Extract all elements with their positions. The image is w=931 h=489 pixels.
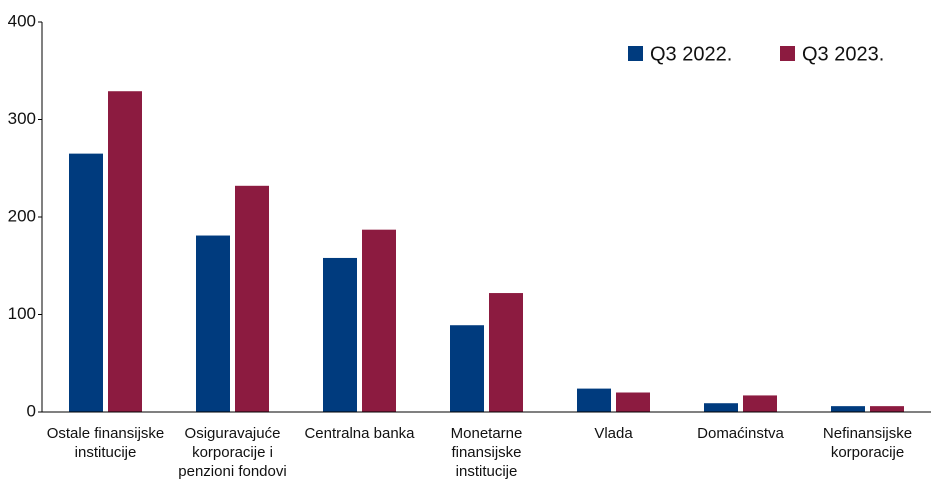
- y-tick-label: 400: [8, 11, 36, 30]
- bar: [489, 293, 523, 412]
- x-tick-label: Vlada: [594, 425, 633, 442]
- bar: [323, 257, 357, 412]
- legend-swatch: [628, 46, 643, 61]
- bar: [450, 325, 484, 412]
- y-tick-label: 100: [8, 304, 36, 323]
- y-tick-label: 300: [8, 109, 36, 128]
- x-tick-label: Monetarne finansijske institucije: [450, 425, 523, 480]
- bar: [196, 235, 230, 412]
- y-tick-label: 200: [8, 206, 36, 225]
- x-tick-label: Nefinansijske korporacije: [822, 425, 913, 461]
- bar: [108, 91, 142, 412]
- bar: [577, 388, 611, 412]
- x-tick-label: Centralna banka: [304, 425, 415, 442]
- x-tick-label: Ostale finansijske institucije: [46, 425, 165, 461]
- bar: [616, 392, 650, 412]
- bar: [743, 395, 777, 412]
- y-tick-label: 0: [27, 401, 36, 420]
- legend-label: Q3 2022.: [650, 43, 732, 65]
- bar: [831, 406, 865, 412]
- bar: [69, 153, 103, 412]
- legend-swatch: [780, 46, 795, 61]
- bar: [362, 229, 396, 412]
- x-tick-label: Domaćinstva: [697, 425, 784, 442]
- x-tick-label: Osiguravajuće korporacije i penzioni fon…: [178, 425, 287, 480]
- bar: [235, 185, 269, 412]
- bar: [704, 403, 738, 412]
- legend-label: Q3 2023.: [802, 43, 884, 65]
- bar: [870, 406, 904, 412]
